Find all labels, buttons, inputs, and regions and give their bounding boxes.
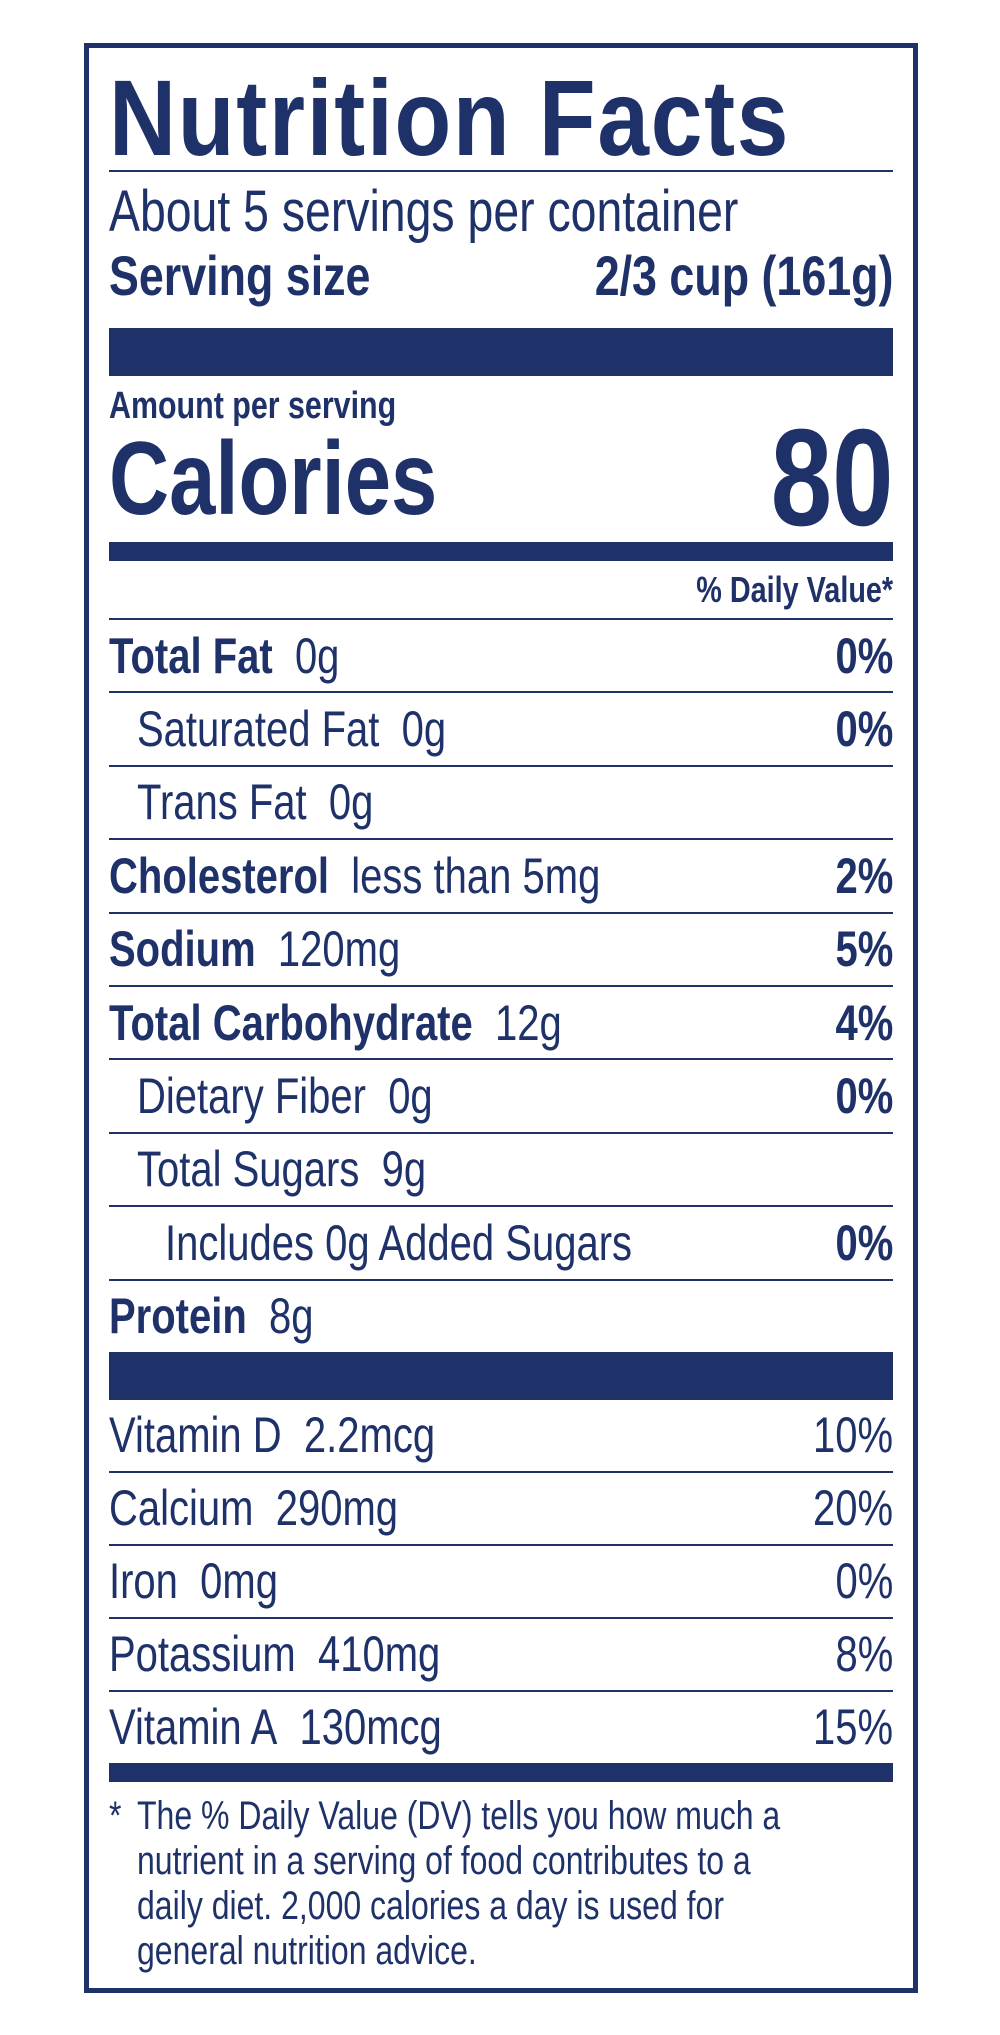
nutrient-amount: 0g: [388, 1068, 433, 1125]
footnote-line: nutrient in a serving of food contribute…: [137, 1838, 751, 1883]
thick-divider: [109, 328, 893, 376]
vitamin-name: Calcium: [109, 1480, 254, 1537]
nutrient-daily-value: 0%: [835, 701, 893, 758]
nutrient-name: Total Sugars: [137, 1141, 360, 1198]
nutrient-name: Protein: [109, 1288, 247, 1345]
amount-per-serving: Amount per serving: [109, 385, 397, 427]
serving-size-value: 2/3 cup (161g): [594, 244, 893, 307]
calories-label: Calories: [109, 421, 438, 537]
vitamin-daily-value: 8%: [835, 1626, 893, 1683]
nutrient-daily-value: 0%: [835, 1068, 893, 1125]
nutrient-row: Cholesterol less than 5mg 2%: [109, 840, 893, 914]
daily-value-header: % Daily Value*: [696, 569, 893, 610]
nutrient-name: Dietary Fiber: [137, 1068, 366, 1125]
nutrient-row: Dietary Fiber 0g 0%: [109, 1060, 893, 1134]
footnote-line: general nutrition advice.: [137, 1928, 477, 1973]
vitamin-list: Vitamin D 2.2mcg 10% Calcium 290mg 20% Iron …: [109, 1400, 893, 1763]
nutrient-amount: 9g: [381, 1141, 427, 1198]
vitamin-amount: 0mg: [200, 1553, 278, 1610]
nutrient-daily-value: 5%: [835, 921, 893, 978]
nutrient-daily-value: 0%: [835, 627, 893, 684]
nutrient-name: Includes 0g Added Sugars: [165, 1214, 633, 1271]
vitamin-row: Vitamin A 130mcg 15%: [109, 1692, 893, 1763]
nutrient-row: Total Fat 0g 0%: [109, 620, 893, 694]
nutrient-amount: 120mg: [277, 921, 401, 978]
nutrient-daily-value: 0%: [835, 1214, 893, 1271]
nutrient-row: Sodium 120mg 5%: [109, 914, 893, 987]
nutrient-name: Cholesterol: [109, 847, 330, 904]
medium-divider: [109, 542, 893, 561]
thick-divider: [109, 1351, 893, 1400]
nutrient-amount: 0g: [328, 774, 374, 831]
nutrient-amount: 12g: [494, 994, 562, 1051]
nutrient-row: Trans Fat 0g: [109, 767, 893, 841]
nutrient-row: Saturated Fat 0g 0%: [109, 693, 893, 767]
nutrient-row: Protein 8g: [109, 1281, 893, 1352]
medium-divider: [109, 1762, 893, 1782]
nutrient-name: Trans Fat: [137, 774, 307, 831]
vitamin-name: Vitamin A: [109, 1699, 278, 1756]
nutrient-list: Total Fat 0g 0% Saturated Fat 0g 0% Trans Fa…: [109, 620, 893, 1352]
nutrient-amount: 0g: [401, 701, 447, 758]
nutrition-facts-label: Nutrition Facts About 5 servings per con…: [84, 43, 918, 1993]
label-title: Nutrition Facts: [109, 57, 791, 178]
serving-size: Serving size 2/3 cup (161g): [109, 244, 893, 312]
nutrient-name: Total Carbohydrate: [109, 994, 473, 1051]
footnote-line: daily diet. 2,000 calories a day is used…: [137, 1883, 724, 1928]
vitamin-amount: 410mg: [317, 1626, 441, 1683]
vitamin-row: Iron 0mg 0%: [109, 1546, 893, 1619]
vitamin-amount: 130mcg: [299, 1699, 442, 1756]
vitamin-daily-value: 10%: [812, 1407, 893, 1464]
nutrient-name: Sodium: [109, 921, 256, 978]
nutrient-row: Includes 0g Added Sugars 0%: [109, 1207, 893, 1281]
vitamin-daily-value: 20%: [812, 1480, 893, 1537]
nutrient-daily-value: 2%: [835, 847, 893, 904]
vitamin-amount: 290mg: [275, 1480, 399, 1537]
vitamin-name: Iron: [109, 1553, 178, 1610]
vitamin-amount: 2.2mcg: [303, 1407, 436, 1464]
vitamin-daily-value: 0%: [835, 1553, 893, 1610]
nutrient-row: Total Sugars 9g: [109, 1134, 893, 1208]
vitamin-name: Potassium: [109, 1626, 296, 1683]
divider: [109, 170, 893, 172]
vitamin-row: Calcium 290mg 20%: [109, 1473, 893, 1546]
nutrient-amount: 0g: [294, 627, 340, 684]
servings-per-container: About 5 servings per container: [109, 179, 739, 244]
vitamin-daily-value: 15%: [812, 1699, 893, 1756]
nutrient-name: Total Fat: [109, 627, 273, 684]
nutrient-row: Total Carbohydrate 12g 4%: [109, 987, 893, 1061]
calories-value: 80: [770, 401, 893, 555]
calories-section: Amount per serving Calories 80: [109, 376, 893, 548]
nutrient-amount: less than 5mg: [351, 847, 601, 904]
footnote-line: The % Daily Value (DV) tells you how muc…: [137, 1793, 781, 1838]
nutrient-amount: 8g: [269, 1288, 314, 1345]
vitamin-row: Vitamin D 2.2mcg 10%: [109, 1400, 893, 1473]
nutrient-daily-value: 4%: [835, 994, 893, 1051]
divider: [109, 618, 893, 620]
serving-size-label: Serving size: [109, 244, 371, 307]
vitamin-row: Potassium 410mg 8%: [109, 1619, 893, 1692]
footnote: * The % Daily Value (DV) tells you how m…: [109, 1793, 781, 1973]
nutrient-name: Saturated Fat: [137, 701, 380, 758]
vitamin-name: Vitamin D: [109, 1407, 282, 1464]
